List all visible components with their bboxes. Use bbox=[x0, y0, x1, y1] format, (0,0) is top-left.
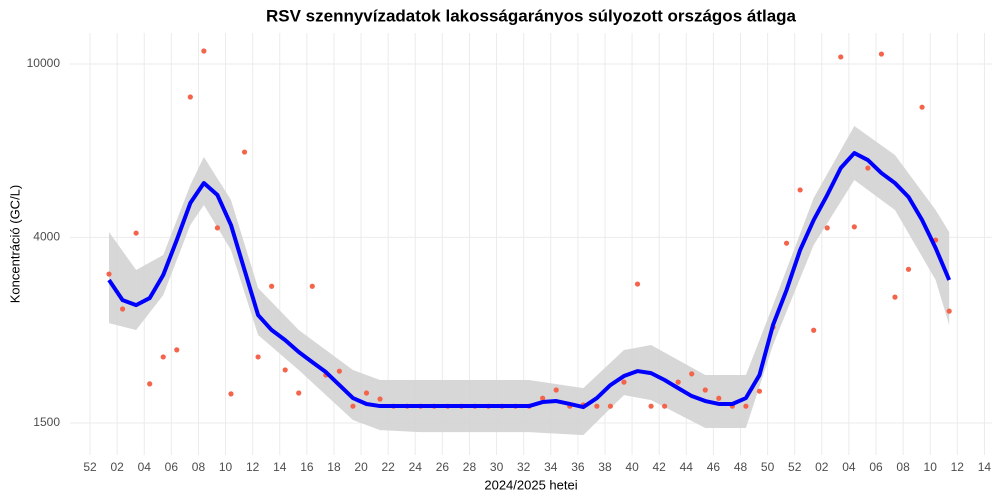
data-point bbox=[783, 240, 790, 246]
x-tick-label: 34 bbox=[544, 460, 558, 474]
x-tick-label: 08 bbox=[192, 460, 206, 474]
data-point bbox=[255, 354, 261, 360]
data-point bbox=[892, 294, 898, 300]
x-tick-label: 42 bbox=[653, 460, 667, 474]
x-tick-label: 22 bbox=[381, 460, 395, 474]
data-point bbox=[851, 224, 857, 230]
data-point bbox=[540, 395, 546, 401]
x-tick-label: 12 bbox=[951, 460, 965, 474]
data-point bbox=[201, 48, 207, 54]
data-point bbox=[269, 283, 275, 289]
smooth-line bbox=[107, 151, 952, 410]
x-tick-label: 26 bbox=[436, 460, 450, 474]
x-tick-label: 08 bbox=[896, 460, 910, 474]
x-tick-label: 14 bbox=[978, 460, 992, 474]
data-point bbox=[133, 230, 139, 236]
data-point bbox=[716, 395, 722, 401]
x-tick-label: 10 bbox=[924, 460, 938, 474]
x-tick-label: 10 bbox=[219, 460, 233, 474]
data-point bbox=[756, 388, 763, 394]
x-tick-label: 06 bbox=[869, 460, 883, 474]
data-point bbox=[743, 403, 749, 409]
data-point bbox=[905, 266, 912, 272]
x-tick-label: 36 bbox=[571, 460, 585, 474]
data-point bbox=[106, 271, 112, 277]
data-point bbox=[634, 281, 641, 287]
data-point bbox=[689, 371, 695, 377]
plot bbox=[106, 48, 952, 436]
data-point bbox=[160, 354, 166, 360]
data-point bbox=[675, 379, 681, 385]
data-point bbox=[363, 390, 370, 396]
data-point bbox=[878, 51, 885, 57]
y-tick-label: 10000 bbox=[27, 56, 61, 70]
x-tick-label: 20 bbox=[354, 460, 368, 474]
x-tick-label: 14 bbox=[273, 460, 287, 474]
data-point bbox=[350, 403, 356, 409]
data-point bbox=[702, 387, 708, 393]
data-point bbox=[919, 104, 925, 110]
x-tick-label: 40 bbox=[625, 460, 639, 474]
data-point bbox=[797, 187, 803, 193]
data-point bbox=[621, 379, 627, 385]
data-point bbox=[865, 165, 871, 171]
data-point bbox=[824, 225, 830, 231]
x-axis-label: 2024/2025 hetei bbox=[484, 477, 577, 492]
x-tick-label: 06 bbox=[165, 460, 179, 474]
x-tick-label: 18 bbox=[327, 460, 341, 474]
data-point bbox=[553, 387, 559, 393]
x-tick-label: 46 bbox=[707, 460, 721, 474]
data-point bbox=[187, 94, 193, 100]
data-point bbox=[282, 367, 288, 373]
x-tick-label: 38 bbox=[598, 460, 612, 474]
data-point bbox=[174, 347, 180, 353]
data-point bbox=[241, 149, 248, 155]
x-tick-label: 04 bbox=[138, 460, 152, 474]
data-point bbox=[648, 403, 654, 409]
data-point bbox=[214, 225, 221, 231]
data-point bbox=[309, 283, 315, 289]
confidence-band bbox=[109, 125, 950, 436]
x-tick-label: 04 bbox=[842, 460, 856, 474]
data-point bbox=[296, 390, 302, 396]
data-point bbox=[662, 403, 668, 409]
x-tick-label: 48 bbox=[734, 460, 748, 474]
x-tick-label: 24 bbox=[409, 460, 423, 474]
chart-title: RSV szennyvízadatok lakosságarányos súly… bbox=[266, 6, 797, 25]
x-tick-label: 12 bbox=[246, 460, 260, 474]
data-point bbox=[377, 396, 383, 402]
x-tick-label: 02 bbox=[110, 460, 124, 474]
data-point bbox=[607, 403, 614, 409]
y-tick-label: 1500 bbox=[33, 415, 60, 429]
x-tick-label: 50 bbox=[761, 460, 775, 474]
y-axis-label: Koncentráció (GC/L) bbox=[7, 185, 22, 304]
data-point bbox=[228, 391, 234, 397]
data-point bbox=[811, 327, 817, 333]
x-tick-label: 28 bbox=[463, 460, 477, 474]
data-point bbox=[838, 54, 844, 60]
y-tick-label: 4000 bbox=[33, 230, 60, 244]
x-tick-label: 32 bbox=[517, 460, 531, 474]
x-tick-label: 30 bbox=[490, 460, 504, 474]
data-point bbox=[119, 306, 126, 312]
x-tick-label: 44 bbox=[680, 460, 694, 474]
data-point bbox=[946, 308, 952, 314]
x-tick-label: 16 bbox=[300, 460, 314, 474]
data-point bbox=[594, 403, 600, 409]
data-point bbox=[147, 381, 153, 387]
x-tick-label: 52 bbox=[788, 460, 802, 474]
data-point bbox=[336, 368, 342, 374]
x-tick-label: 02 bbox=[815, 460, 829, 474]
x-tick-label: 52 bbox=[83, 460, 97, 474]
